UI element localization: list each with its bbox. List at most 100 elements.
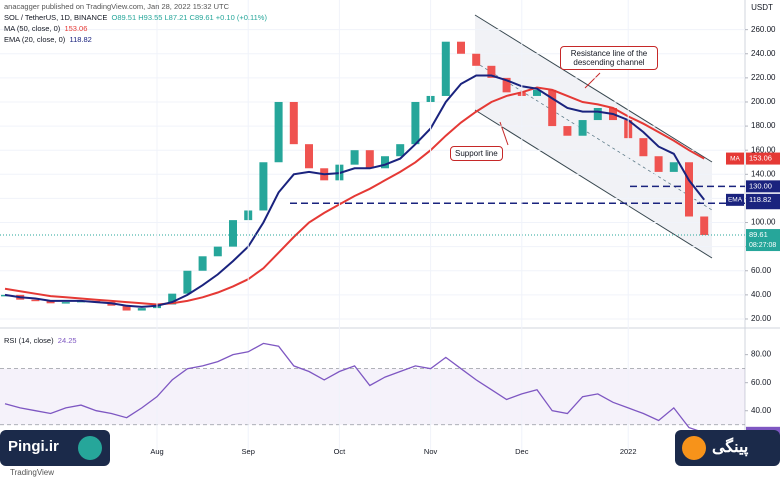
tag-box [726,193,744,206]
y-tick-label: 160.00 [751,145,776,154]
line [4,342,705,434]
candle [381,156,389,169]
price-label: 153.06 [749,154,772,163]
y-tick-label: 240.00 [751,49,776,58]
brand-platform: TradingView [10,468,55,477]
x-tick-label: Aug [150,447,163,456]
symbol-line: SOL / TetherUS, 1D, BINANCE O89.51 H93.5… [4,13,267,22]
candle [669,162,678,172]
resistance-line [474,14,713,163]
candle [183,270,192,294]
legend-value: 24.25 [57,336,77,345]
candle [502,77,511,93]
candle [213,246,222,257]
currency: USDT [751,3,773,12]
y-tick-label: 140.00 [751,169,776,178]
candle [61,302,70,304]
legend-label: EMA (20, close, 0) [4,35,66,44]
brand-icon [682,436,706,460]
legend-ema: EMA (20, close, 0) 118.82 [4,35,92,44]
legend-label: MA (50, close, 0) [4,24,61,33]
plot: 260.00 240.00 220.00 200.00 180.00 160.00 140.… [0,0,780,456]
candle [31,299,40,302]
candle [457,41,465,54]
candle [593,108,602,121]
candle [441,41,450,96]
candle [259,162,268,211]
annotation: Resistance line of the descending channe… [560,46,658,71]
legend-rsi: RSI (14, close) 24.25 [4,336,77,345]
x-tick-label: Nov [424,447,438,456]
candle [198,256,207,271]
symbol: SOL / TetherUS, 1D, BINANCE [4,13,108,22]
y-tick-label: 60.00 [751,378,772,387]
y-tick-label: 20.00 [751,314,772,323]
price-label: 130.00 [749,181,772,190]
y-tick-label: 220.00 [751,73,776,82]
line [4,86,705,306]
support-line [474,109,713,259]
candle [289,101,298,145]
y-tick-label: 60.00 [751,266,772,275]
candle [487,65,496,78]
y-tick-label: 180.00 [751,121,776,130]
publisher: anacagger published on TradingView.com, … [4,2,230,11]
candle [46,300,55,304]
candle [168,293,177,305]
candle [578,120,587,136]
price-label-box [746,152,780,165]
candle [548,89,557,127]
legend-value: 118.82 [69,35,92,44]
candle [229,220,237,247]
legend-ma: MA (50, close, 0) 153.06 [4,24,87,33]
price-label: 118.82 [749,195,771,204]
candle [396,144,405,157]
tag-label: MA [730,155,740,162]
y-tick-label: 100.00 [751,218,776,227]
candle [685,162,693,217]
y-tick-label: 200.00 [751,97,776,106]
price-label-box [746,193,780,206]
y-tick-label: 40.00 [751,290,772,299]
candle [137,308,146,311]
ohlc: O89.51 H93.55 L87.21 C89.61 +0.10 (+0.11… [111,13,267,22]
candle [274,101,283,163]
x-tick-label: 2022 [620,447,637,456]
y-tick-label: 80.00 [751,350,772,359]
channel-fill [475,15,712,258]
price-label: 89.61 [749,230,768,239]
candle [533,89,541,96]
annotation: Support line [450,146,503,162]
candle [305,144,313,169]
candle [472,53,481,66]
brand-site-fa: پینگی [712,439,749,456]
line [4,74,705,308]
brand-icon [78,436,102,460]
tag-box [726,152,744,165]
price-label-box [746,229,780,252]
countdown: 08:27:08 [749,242,776,249]
candle [639,138,648,157]
price-label-box [746,180,780,193]
tag-label: EMA [728,197,743,204]
y-tick-label: 40.00 [751,406,772,415]
candle [365,150,374,169]
brand-site: Pingi.ir [8,438,59,455]
channel-midline [474,61,713,211]
x-tick-label: Oct [334,447,347,456]
candle [654,156,663,172]
candle [700,216,709,236]
y-tick-label: 260.00 [751,25,776,34]
x-tick-label: Dec [515,447,529,456]
candle [122,305,131,311]
x-tick-label: Sep [242,447,255,456]
candle [411,101,420,145]
rsi-band [0,368,745,425]
legend-value: 153.06 [64,24,88,33]
arrow [584,72,601,89]
candle [350,150,359,165]
legend-label: RSI (14, close) [4,336,54,345]
candle [563,126,572,136]
